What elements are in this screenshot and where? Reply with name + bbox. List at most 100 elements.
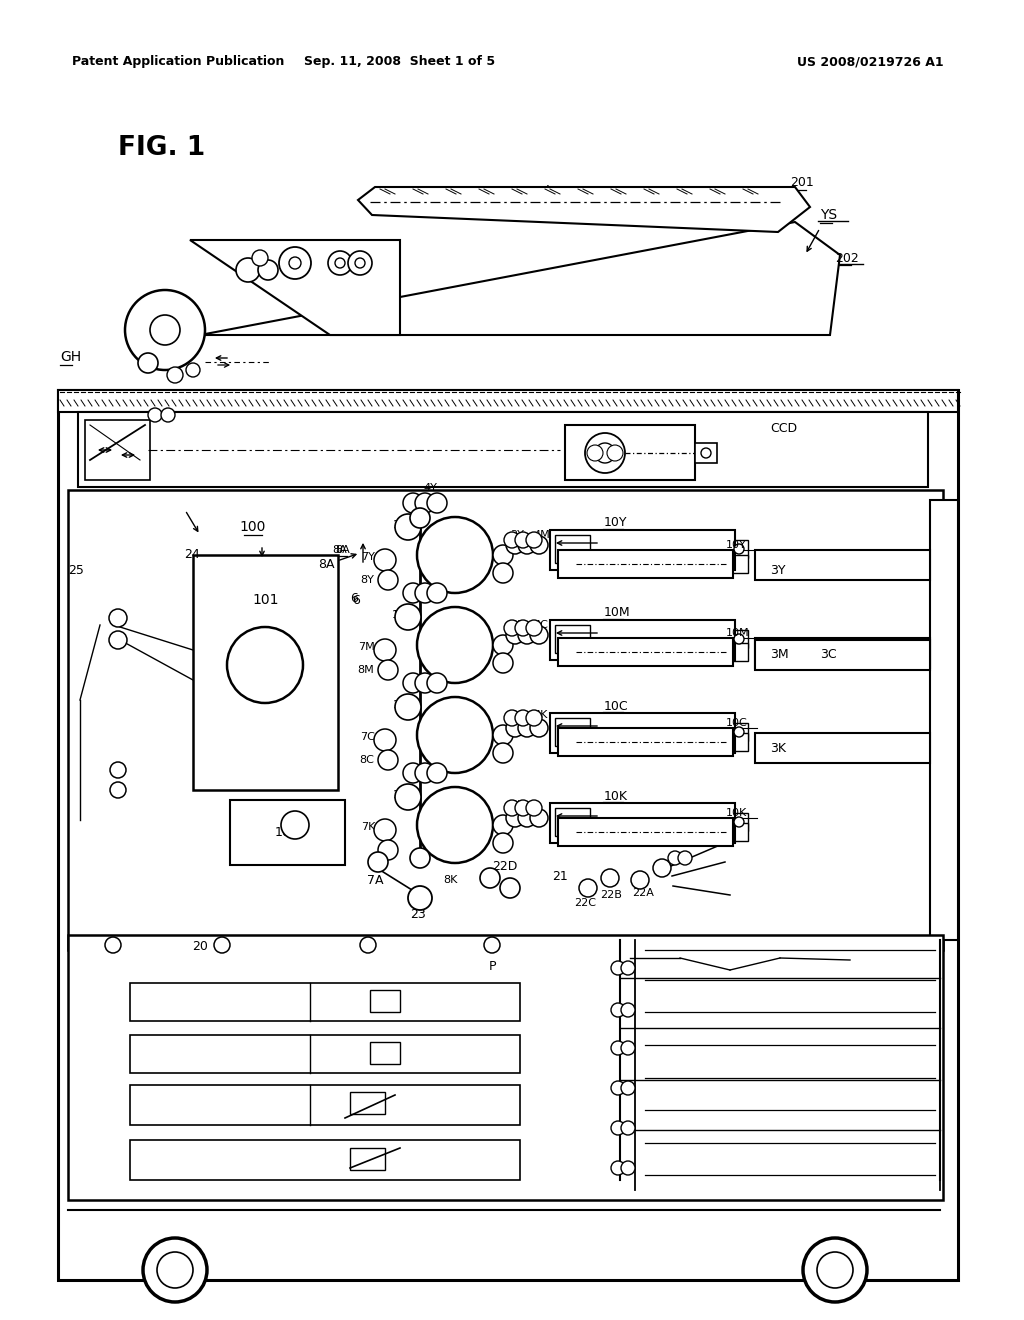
Circle shape [374,818,396,841]
Text: 3C: 3C [709,645,725,659]
Text: 6: 6 [352,594,360,606]
Text: 8M: 8M [357,665,374,675]
Circle shape [504,710,520,726]
Bar [920,647,934,663]
Text: 3M: 3M [770,648,788,661]
Circle shape [157,1251,193,1288]
Circle shape [378,840,398,861]
Text: 2M: 2M [510,620,526,630]
Circle shape [668,851,682,865]
Circle shape [621,1041,635,1055]
Circle shape [493,653,513,673]
Circle shape [611,1003,625,1016]
Bar [555,624,590,653]
Text: 4C: 4C [534,620,548,630]
Text: 8A: 8A [332,545,347,554]
Circle shape [734,544,744,554]
Text: 25: 25 [68,564,84,577]
Circle shape [360,937,376,953]
Circle shape [408,886,432,909]
Bar [558,729,733,756]
Circle shape [518,809,536,828]
Circle shape [374,639,396,661]
Circle shape [417,517,493,593]
Circle shape [227,627,303,704]
Text: 4M: 4M [534,531,550,540]
Circle shape [417,787,493,863]
Bar [758,553,773,577]
Bar [920,645,934,661]
Text: 4Y: 4Y [423,483,437,492]
Circle shape [515,620,531,636]
Text: 10M: 10M [604,606,631,619]
Text: CCD: CCD [770,421,797,434]
Bar [562,822,574,842]
Bar [68,935,943,1200]
Text: 7M: 7M [358,642,375,652]
Bar [555,718,590,746]
Circle shape [493,564,513,583]
Text: d: d [541,185,550,199]
Bar [562,733,574,752]
Text: 7A: 7A [367,874,383,887]
Circle shape [417,607,493,682]
Bar [562,554,574,574]
Text: 102: 102 [275,826,299,840]
Bar [550,620,735,660]
Circle shape [328,251,352,275]
Circle shape [395,694,421,719]
Circle shape [506,626,524,644]
Circle shape [493,833,513,853]
Bar [428,543,450,557]
Circle shape [515,800,531,816]
Text: 7Y: 7Y [361,552,375,562]
Bar [730,723,748,741]
Circle shape [611,1041,625,1055]
Bar [370,1041,400,1064]
Text: MO: MO [432,816,445,825]
Circle shape [506,809,524,828]
Circle shape [378,570,398,590]
Text: 3Y: 3Y [770,564,785,577]
Bar [550,531,735,570]
Text: 22B: 22B [600,890,622,900]
Polygon shape [190,240,400,335]
Text: 1M: 1M [392,610,409,620]
Text: 24: 24 [184,549,200,561]
Circle shape [504,620,520,636]
Circle shape [395,605,421,630]
Text: 21: 21 [552,870,568,883]
Text: MO: MO [432,635,445,644]
Bar [565,425,695,480]
Circle shape [403,583,423,603]
Bar [428,813,450,828]
Circle shape [186,363,200,378]
Circle shape [493,545,513,565]
Text: 3Y: 3Y [710,556,725,569]
Circle shape [167,367,183,383]
Circle shape [374,729,396,751]
Circle shape [109,631,127,649]
Circle shape [504,800,520,816]
Circle shape [410,508,430,528]
Text: 23: 23 [411,908,426,921]
Text: 22A: 22A [632,888,654,898]
Bar [562,642,574,663]
Bar [193,554,338,789]
Text: 8C: 8C [359,755,374,766]
Circle shape [526,710,542,726]
Circle shape [348,251,372,275]
Bar [230,800,345,865]
Text: 7K: 7K [360,822,375,832]
Bar [755,638,930,668]
Bar [730,630,748,648]
Circle shape [530,719,548,737]
Bar [130,1085,520,1125]
Bar [930,500,958,940]
Circle shape [595,444,615,463]
Bar [920,741,934,756]
Text: US 2008/0219726 A1: US 2008/0219726 A1 [797,55,943,69]
Circle shape [526,620,542,636]
Circle shape [378,660,398,680]
Bar [58,389,958,412]
